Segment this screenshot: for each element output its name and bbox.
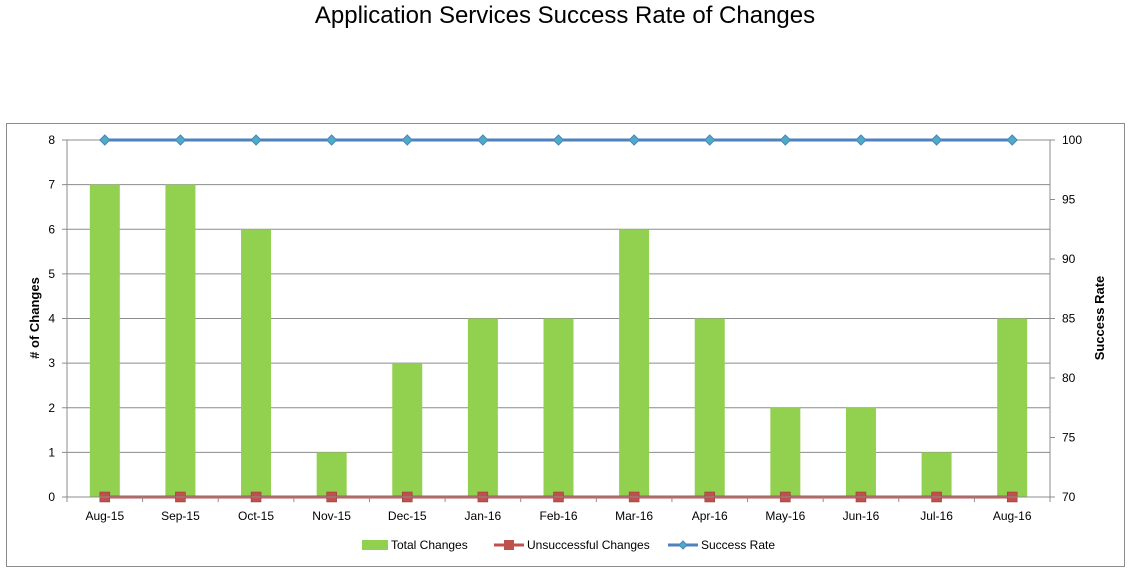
x-tick-label: Jun-16 xyxy=(843,509,880,523)
point-success-rate xyxy=(552,134,565,146)
y-tick-label: 7 xyxy=(48,178,55,192)
legend-label-total-changes: Total Changes xyxy=(391,538,468,552)
legend-label-unsuccessful-changes: Unsuccessful Changes xyxy=(527,538,650,552)
y-tick-label: 8 xyxy=(48,133,55,147)
x-tick-label: May-16 xyxy=(765,509,805,523)
bar-total-changes xyxy=(392,363,423,497)
x-tick-label: Sep-15 xyxy=(161,509,200,523)
legend: Total Changes Unsuccessful Changes Success… xyxy=(362,538,775,552)
point-success-rate xyxy=(855,134,867,146)
y2-tick-label: 95 xyxy=(1062,193,1076,207)
chart-frame xyxy=(6,123,1125,567)
bar-total-changes xyxy=(845,407,876,497)
point-success-rate xyxy=(99,134,111,146)
y2-tick-label: 100 xyxy=(1062,133,1082,147)
bar-total-changes xyxy=(770,407,801,497)
bar-total-changes xyxy=(316,452,347,497)
x-tick-label: Mar-16 xyxy=(615,509,653,523)
y2-tick-label: 80 xyxy=(1062,371,1076,385)
axes: 0 1 2 3 4 5 6 7 8 70 75 80 85 90 95 100 Aug-15 Sep-15 Oct-… xyxy=(48,133,1082,523)
y2-tick-label: 85 xyxy=(1062,312,1076,326)
x-tick-label: Aug-16 xyxy=(993,509,1032,523)
y2-tick-label: 70 xyxy=(1062,490,1076,504)
bar-total-changes xyxy=(543,318,574,497)
x-tick-label: Aug-15 xyxy=(85,509,124,523)
bar-series-total-changes xyxy=(89,184,1028,497)
legend-marker-success-rate xyxy=(678,540,688,550)
y-tick-label: 3 xyxy=(48,356,55,370)
bar-total-changes xyxy=(165,184,196,497)
point-success-rate xyxy=(477,134,489,146)
point-success-rate xyxy=(401,134,413,146)
y-tick-label: 1 xyxy=(48,445,55,459)
legend-marker-unsuccessful-changes xyxy=(504,540,514,550)
bar-total-changes xyxy=(997,318,1028,497)
x-tick-label: Jul-16 xyxy=(920,509,953,523)
legend-label-success-rate: Success Rate xyxy=(701,538,775,552)
x-tick-label: Apr-16 xyxy=(692,509,728,523)
legend-swatch-total-changes xyxy=(362,540,388,550)
y-tick-label: 5 xyxy=(48,267,55,281)
y-tick-label: 2 xyxy=(48,401,55,415)
bar-total-changes xyxy=(694,318,725,497)
x-tick-label: Jan-16 xyxy=(465,509,502,523)
point-success-rate xyxy=(779,134,792,146)
y-axis-title: # of Changes xyxy=(27,277,42,359)
point-success-rate xyxy=(628,134,640,146)
chart-title: Application Services Success Rate of Cha… xyxy=(314,2,816,29)
point-success-rate xyxy=(1006,134,1018,146)
y-tick-label: 0 xyxy=(48,490,55,504)
bar-total-changes xyxy=(89,184,120,497)
point-success-rate xyxy=(930,134,943,146)
x-tick-label: Feb-16 xyxy=(539,509,577,523)
bar-total-changes xyxy=(241,229,272,497)
y-tick-label: 4 xyxy=(48,312,55,326)
point-success-rate xyxy=(704,134,716,146)
x-tick-label: Dec-15 xyxy=(388,509,427,523)
point-success-rate xyxy=(250,134,262,146)
x-tick-label: Oct-15 xyxy=(238,509,274,523)
bar-total-changes xyxy=(619,229,650,497)
y2-axis-title: Success Rate xyxy=(1092,276,1107,361)
bar-total-changes xyxy=(921,452,952,497)
y2-tick-label: 75 xyxy=(1062,431,1076,445)
x-tick-label: Nov-15 xyxy=(312,509,351,523)
bar-total-changes xyxy=(467,318,498,497)
point-success-rate xyxy=(174,134,187,146)
y-tick-label: 6 xyxy=(48,222,55,236)
y2-tick-label: 90 xyxy=(1062,252,1076,266)
point-success-rate xyxy=(325,134,338,146)
